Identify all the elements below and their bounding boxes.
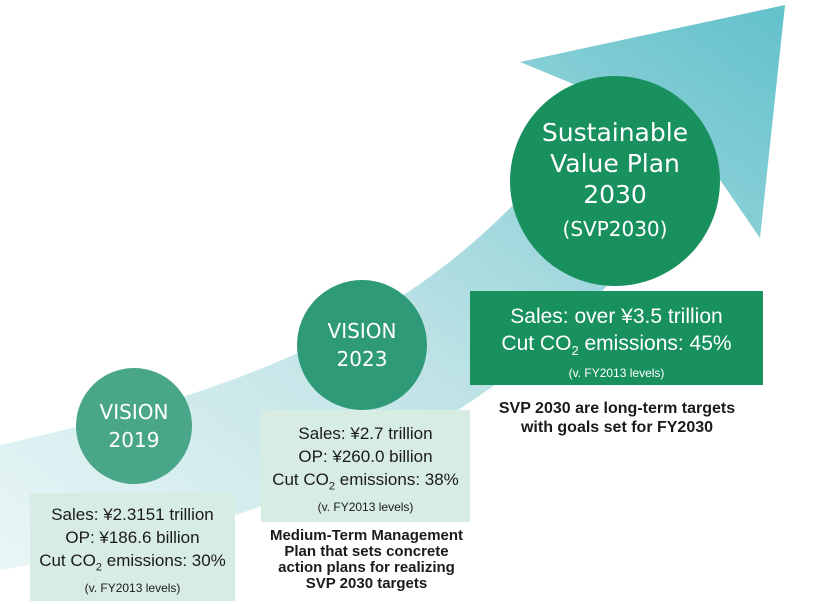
vision-2019-note: (v. FY2013 levels) — [84, 581, 181, 596]
vision-2019-title-line2: 2019 — [108, 428, 160, 452]
vision-2023-caption-line: action plans for realizing — [278, 559, 455, 576]
vision-2023-sales: Sales: ¥2.7 trillion — [298, 424, 433, 443]
vision-2023-co2-subscript: 2 — [328, 480, 336, 493]
vision-2023-title-line2: 2023 — [336, 347, 388, 371]
vision-2023-caption-line: Plan that sets concrete — [284, 543, 449, 560]
vision-2023-op: OP: ¥260.0 billion — [298, 447, 433, 466]
vision-2019-title-line1: VISION — [99, 400, 169, 424]
svp2030-caption: SVP 2030 are long-term targets with goal… — [462, 399, 772, 437]
vision-2023-caption-line: SVP 2030 targets — [305, 575, 428, 592]
vision-2023-targets-box: Sales: ¥2.7 trillion OP: ¥260.0 billion … — [261, 410, 470, 522]
vision-2019-sales: Sales: ¥2.3151 trillion — [51, 505, 214, 524]
svp2030-caption-line: SVP 2030 are long-term targets — [498, 400, 736, 417]
svp2030-title-line2: Value Plan — [550, 148, 680, 178]
vision-2023-co2: Cut CO2 emissions: 38% — [261, 468, 470, 498]
vision-2023-title-line1: VISION — [327, 319, 397, 343]
svp2030-co2-prefix: Cut CO — [501, 332, 572, 355]
vision-2023-caption-line: Medium-Term Management — [269, 527, 464, 544]
svp2030-co2-subscript: 2 — [571, 343, 579, 359]
vision-2023-co2-prefix: Cut CO — [272, 470, 329, 489]
svp2030-note: (v. FY2013 levels) — [568, 366, 665, 381]
svp2030-sales: Sales: over ¥3.5 trillion — [510, 305, 723, 328]
vision-2019-op: OP: ¥186.6 billion — [65, 528, 200, 547]
svp2030-circle: Sustainable Value Plan 2030 (SVP2030) — [510, 76, 720, 286]
svp2030-caption-line: with goals set for FY2030 — [520, 419, 714, 436]
svp2030-title-line1: Sustainable — [541, 117, 689, 147]
vision-2019-co2-prefix: Cut CO — [39, 551, 96, 570]
vision-2023-co2-suffix: emissions: 38% — [335, 470, 459, 489]
svp2030-targets-box: Sales: over ¥3.5 trillion Cut CO2 emissi… — [470, 291, 763, 385]
vision-2019-co2: Cut CO2 emissions: 30% — [30, 549, 235, 579]
vision-2019-co2-suffix: emissions: 30% — [102, 551, 226, 570]
vision-2019-co2-subscript: 2 — [95, 561, 103, 574]
svp2030-title-line3: 2030 — [583, 179, 647, 209]
vision-2023-circle: VISION 2023 — [297, 280, 427, 410]
svp2030-co2: Cut CO2 emissions: 45% — [470, 330, 763, 364]
svp2030-title-line4: (SVP2030) — [562, 216, 668, 241]
vision-2019-circle: VISION 2019 — [76, 368, 192, 484]
vision-2023-note: (v. FY2013 levels) — [317, 500, 414, 515]
vision-2019-targets-box: Sales: ¥2.3151 trillion OP: ¥186.6 billi… — [30, 493, 235, 601]
svp2030-co2-suffix: emissions: 45% — [578, 332, 732, 355]
vision-2023-caption: Medium-Term Management Plan that sets co… — [254, 528, 479, 592]
